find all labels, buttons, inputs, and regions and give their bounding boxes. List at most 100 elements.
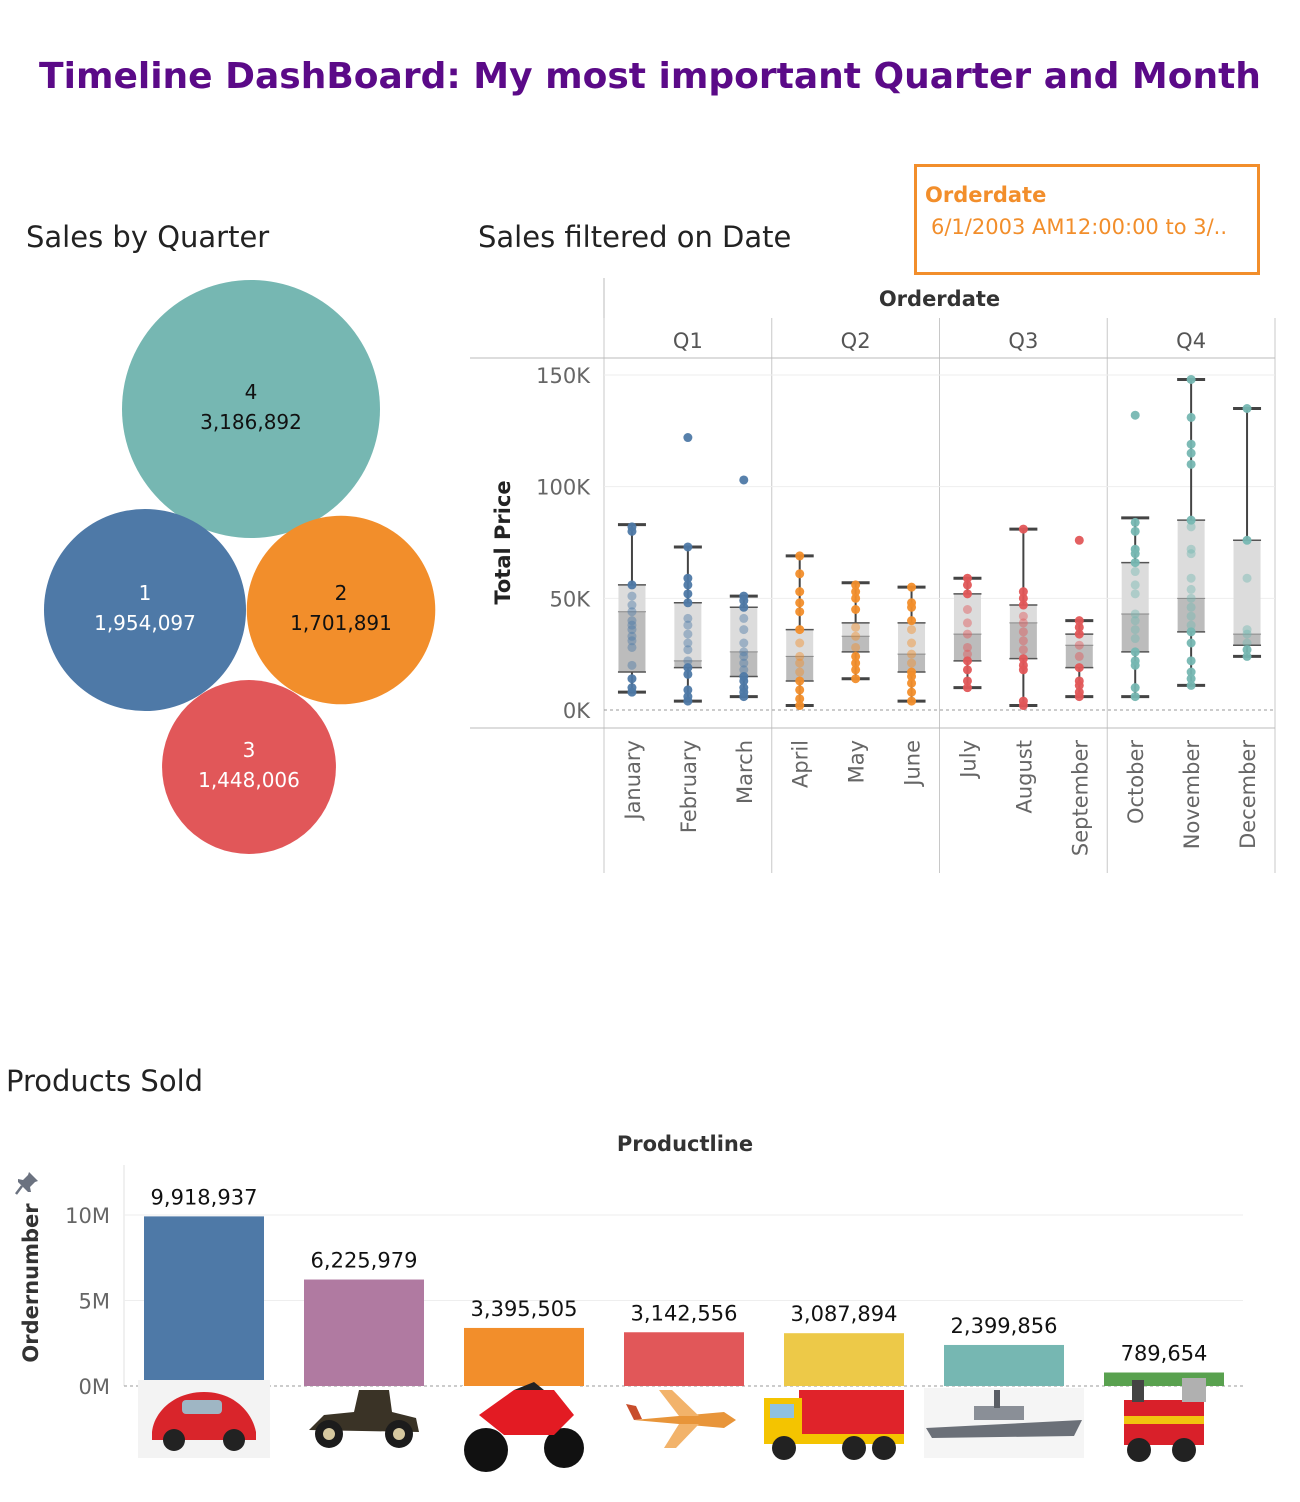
data-point[interactable] <box>1130 567 1140 577</box>
data-point[interactable] <box>795 551 805 561</box>
box-june[interactable] <box>897 582 926 706</box>
data-point[interactable] <box>795 607 805 617</box>
data-point[interactable] <box>907 616 917 626</box>
data-point[interactable] <box>739 672 749 681</box>
data-point[interactable] <box>1186 522 1196 532</box>
data-point[interactable] <box>795 694 805 704</box>
data-point[interactable] <box>1186 627 1196 637</box>
data-point[interactable] <box>1018 618 1028 628</box>
data-point[interactable] <box>1018 645 1028 655</box>
data-point[interactable] <box>907 667 917 677</box>
data-point[interactable] <box>1130 647 1140 657</box>
data-point[interactable] <box>627 642 637 652</box>
data-point[interactable] <box>1130 656 1140 666</box>
data-point[interactable] <box>907 696 917 706</box>
data-point[interactable] <box>683 613 693 623</box>
data-point[interactable] <box>1130 609 1140 619</box>
data-point[interactable] <box>851 605 861 614</box>
data-point[interactable] <box>907 658 917 668</box>
data-point[interactable] <box>627 683 637 693</box>
bar-toy-truck[interactable] <box>784 1333 904 1386</box>
data-point[interactable] <box>627 580 637 590</box>
data-point[interactable] <box>851 665 861 675</box>
data-point[interactable] <box>739 638 749 648</box>
data-point[interactable] <box>1242 535 1252 545</box>
data-point[interactable] <box>907 678 917 688</box>
data-point[interactable] <box>1242 629 1252 639</box>
data-point[interactable] <box>795 625 805 635</box>
data-point[interactable] <box>739 651 749 661</box>
data-point[interactable] <box>739 591 749 601</box>
data-point[interactable] <box>627 591 637 601</box>
data-point[interactable] <box>1242 651 1252 661</box>
data-point[interactable] <box>683 589 693 599</box>
data-point[interactable] <box>1242 645 1252 655</box>
data-point[interactable] <box>1186 638 1196 648</box>
data-point[interactable] <box>739 475 749 485</box>
data-point[interactable] <box>1018 524 1028 534</box>
box-july[interactable] <box>953 573 982 693</box>
data-point[interactable] <box>627 616 637 626</box>
bar-vintage-car[interactable] <box>304 1279 424 1386</box>
box-february[interactable] <box>673 433 702 706</box>
data-point[interactable] <box>1130 544 1140 554</box>
data-point[interactable] <box>1074 651 1084 661</box>
data-point[interactable] <box>851 674 861 684</box>
data-point[interactable] <box>627 631 637 641</box>
data-point[interactable] <box>907 598 917 608</box>
data-point[interactable] <box>683 573 693 583</box>
data-point[interactable] <box>1186 620 1196 630</box>
data-point[interactable] <box>739 647 749 657</box>
bar-red-motorcycle[interactable] <box>464 1327 584 1386</box>
data-point[interactable] <box>683 663 693 673</box>
data-point[interactable] <box>1242 638 1252 648</box>
data-point[interactable] <box>683 598 693 608</box>
data-point[interactable] <box>1018 636 1028 646</box>
data-point[interactable] <box>962 676 972 686</box>
box-november[interactable] <box>1177 374 1206 690</box>
bar-warship[interactable] <box>944 1344 1064 1386</box>
data-point[interactable] <box>795 651 805 661</box>
box-april[interactable] <box>785 551 814 711</box>
filter-value[interactable]: 6/1/2003 AM12:00:00 to 3/.. <box>931 215 1228 239</box>
data-point[interactable] <box>962 573 972 583</box>
data-point[interactable] <box>1130 683 1140 693</box>
data-point[interactable] <box>795 587 805 597</box>
data-point[interactable] <box>1018 587 1028 597</box>
data-point[interactable] <box>962 649 972 659</box>
bubble-quarter-4[interactable] <box>122 280 380 538</box>
data-point[interactable] <box>683 669 693 679</box>
data-point[interactable] <box>1074 687 1084 697</box>
box-december[interactable] <box>1233 404 1262 661</box>
data-point[interactable] <box>1186 515 1196 525</box>
data-point[interactable] <box>795 701 805 711</box>
data-point[interactable] <box>795 658 805 668</box>
data-point[interactable] <box>1186 549 1196 559</box>
data-point[interactable] <box>851 642 861 652</box>
data-point[interactable] <box>1074 676 1084 686</box>
data-point[interactable] <box>1186 573 1196 583</box>
data-point[interactable] <box>1186 667 1196 677</box>
data-point[interactable] <box>907 582 917 592</box>
data-point[interactable] <box>962 580 972 590</box>
data-point[interactable] <box>627 625 637 635</box>
bar-cartoon-plane[interactable] <box>624 1332 744 1386</box>
data-point[interactable] <box>683 656 693 666</box>
data-point[interactable] <box>795 685 805 695</box>
data-point[interactable] <box>627 607 637 617</box>
data-point[interactable] <box>739 683 749 693</box>
data-point[interactable] <box>1018 600 1028 610</box>
data-point[interactable] <box>1074 640 1084 650</box>
data-point[interactable] <box>1242 573 1252 583</box>
data-point[interactable] <box>1018 660 1028 670</box>
box-august[interactable] <box>1009 524 1038 711</box>
data-point[interactable] <box>1074 663 1084 673</box>
data-point[interactable] <box>851 580 861 590</box>
data-point[interactable] <box>683 580 693 590</box>
data-point[interactable] <box>1018 654 1028 664</box>
data-point[interactable] <box>962 618 972 628</box>
box-september[interactable] <box>1065 535 1094 702</box>
data-point[interactable] <box>683 645 693 655</box>
data-point[interactable] <box>962 665 972 675</box>
data-point[interactable] <box>683 620 693 630</box>
